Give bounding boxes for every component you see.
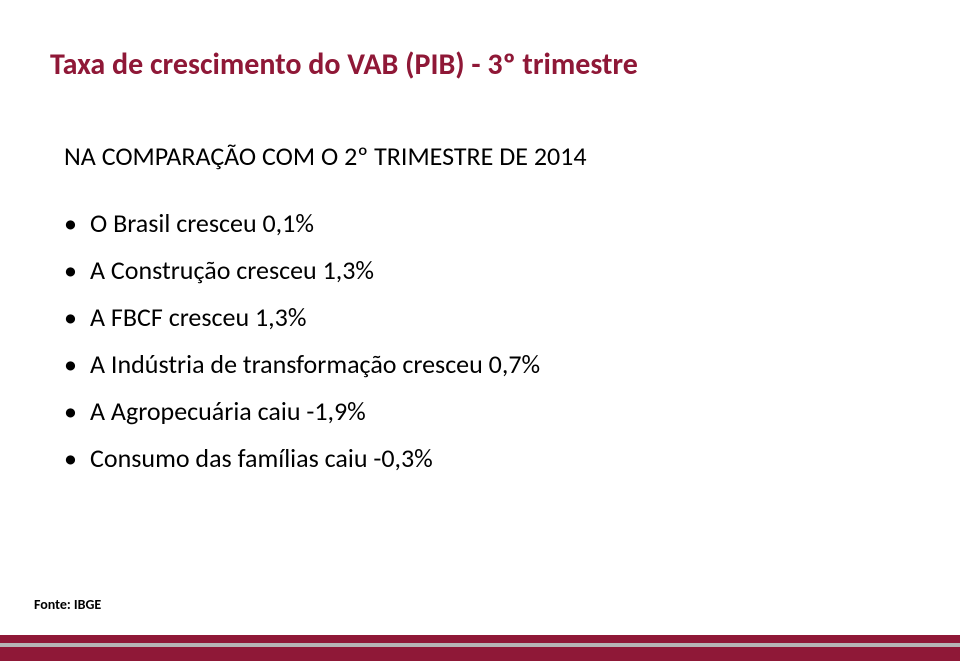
list-item: A Indústria de transformação cresceu 0,7… bbox=[64, 347, 896, 382]
list-item: Consumo das famílias caiu -0,3% bbox=[64, 441, 896, 476]
subtitle: NA COMPARAÇÃO COM O 2º TRIMESTRE DE 2014 bbox=[64, 140, 896, 172]
bullet-list: O Brasil cresceu 0,1% A Construção cresc… bbox=[64, 206, 896, 477]
content-area: NA COMPARAÇÃO COM O 2º TRIMESTRE DE 2014… bbox=[64, 140, 896, 489]
list-item: A Construção cresceu 1,3% bbox=[64, 253, 896, 288]
footer-bar-0 bbox=[0, 635, 960, 643]
title-bar: Taxa de crescimento do VAB (PIB) - 3º tr… bbox=[0, 30, 960, 98]
list-item: A Agropecuária caiu -1,9% bbox=[64, 394, 896, 429]
list-item: A FBCF cresceu 1,3% bbox=[64, 300, 896, 335]
list-item: O Brasil cresceu 0,1% bbox=[64, 206, 896, 241]
source-label: Fonte: IBGE bbox=[34, 596, 101, 613]
slide-title: Taxa de crescimento do VAB (PIB) - 3º tr… bbox=[50, 46, 638, 83]
footer-bars bbox=[0, 635, 960, 661]
slide: Taxa de crescimento do VAB (PIB) - 3º tr… bbox=[0, 0, 960, 661]
footer-bar-2 bbox=[0, 647, 960, 661]
